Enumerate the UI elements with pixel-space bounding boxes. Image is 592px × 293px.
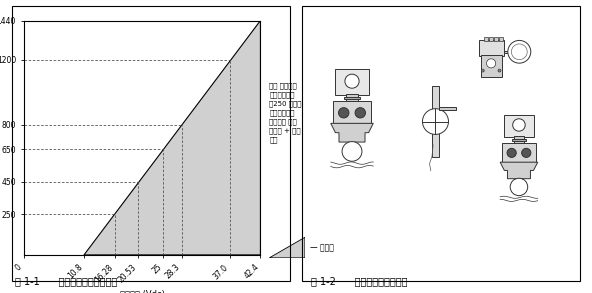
Circle shape [339, 108, 349, 118]
Bar [478, 40, 504, 56]
Polygon shape [500, 162, 538, 179]
Text: — 工作区: — 工作区 [310, 243, 333, 252]
Bar [432, 86, 439, 157]
X-axis label: 工作电压 (Vdc): 工作电压 (Vdc) [120, 290, 165, 293]
Bar [333, 101, 371, 123]
Bar [336, 69, 369, 95]
Circle shape [510, 178, 527, 196]
Bar [504, 51, 512, 53]
Circle shape [423, 109, 449, 134]
Bar [489, 37, 493, 41]
Bar [500, 37, 503, 41]
Bar [494, 37, 498, 41]
Bar [511, 139, 526, 141]
Circle shape [498, 69, 501, 72]
Circle shape [508, 40, 531, 63]
Polygon shape [331, 123, 374, 142]
Text: 图 1-1      供电电压和回路阻抗图: 图 1-1 供电电压和回路阻抗图 [15, 276, 117, 286]
Circle shape [345, 74, 359, 88]
Bar [344, 97, 361, 99]
Bar [514, 136, 524, 144]
Circle shape [522, 148, 531, 157]
Bar [502, 142, 536, 162]
Bar [484, 37, 488, 41]
Circle shape [513, 119, 525, 131]
Bar [346, 94, 358, 102]
Text: 注： 为确保通
讯，需要不小
于250 欧姆的
回路阻抗。回
路阻抗－ 安全
棚阻抗 + 线路
阻抗: 注： 为确保通 讯，需要不小 于250 欧姆的 回路阻抗。回 路阻抗－ 安全 棚… [269, 82, 302, 143]
Circle shape [342, 142, 362, 161]
Polygon shape [84, 21, 260, 255]
Bar [504, 115, 533, 137]
Circle shape [507, 148, 516, 157]
Circle shape [355, 108, 365, 118]
Circle shape [511, 44, 527, 60]
Polygon shape [269, 237, 305, 258]
Text: 图 1-2      典型安装位置示意图: 图 1-2 典型安装位置示意图 [311, 276, 407, 286]
Circle shape [487, 59, 496, 68]
Circle shape [481, 69, 484, 72]
Bar [439, 107, 456, 110]
Bar [481, 55, 501, 77]
